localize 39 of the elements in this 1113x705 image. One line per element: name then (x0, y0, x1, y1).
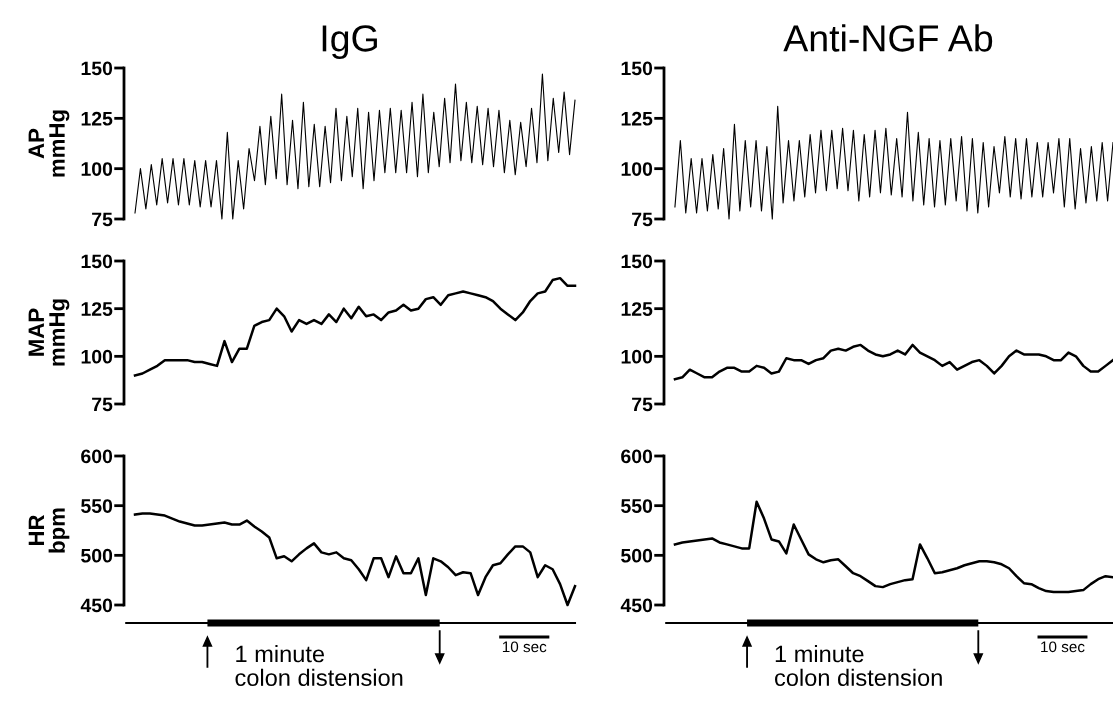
y-tick-label: 100 (621, 162, 653, 176)
y-tick-label: 100 (81, 349, 113, 364)
y-tick-label: 150 (621, 254, 653, 269)
y-tick-label: 125 (621, 302, 653, 316)
y-tick-label: 75 (92, 212, 113, 227)
y-tick-label: 450 (80, 598, 113, 613)
text: 1 minute colon distension (775, 645, 942, 687)
y-tick-label: 100 (81, 162, 113, 176)
y-tick-label: 550 (81, 499, 113, 513)
y-axis-title: MAP mmHg (28, 299, 70, 366)
y-axis-title: AP mmHg (28, 110, 70, 177)
y-tick-label: 600 (621, 449, 653, 464)
line-series (133, 276, 577, 377)
text: 10 sec (1041, 641, 1085, 653)
y-axis-title: HR bpm (28, 508, 70, 553)
text: 1 minute colon distension (235, 645, 403, 687)
y-tick-label: 450 (620, 598, 653, 613)
y-tick-label: 125 (621, 111, 653, 126)
y-tick-label: 150 (81, 254, 113, 269)
y-tick-label: 75 (632, 397, 653, 412)
line-series (674, 105, 1113, 220)
line-series (134, 73, 576, 220)
y-tick-label: 500 (81, 548, 113, 563)
y-tick-label: 100 (621, 349, 653, 364)
chart-title: Anti-NGF Ab (783, 24, 993, 52)
line-series (673, 500, 1113, 594)
line-series (133, 512, 577, 607)
y-tick-label: 500 (621, 548, 653, 563)
y-tick-label: 75 (92, 397, 113, 412)
line-series (673, 343, 1113, 381)
y-tick-label: 75 (632, 212, 653, 227)
y-tick-label: 150 (621, 61, 653, 76)
text: 10 sec (502, 641, 547, 653)
y-tick-label: 125 (81, 302, 113, 316)
chart-title: IgG (322, 25, 377, 60)
y-tick-label: 550 (621, 499, 653, 513)
y-tick-label: 150 (81, 61, 113, 76)
y-tick-label: 600 (81, 449, 113, 464)
y-tick-label: 125 (81, 111, 113, 126)
